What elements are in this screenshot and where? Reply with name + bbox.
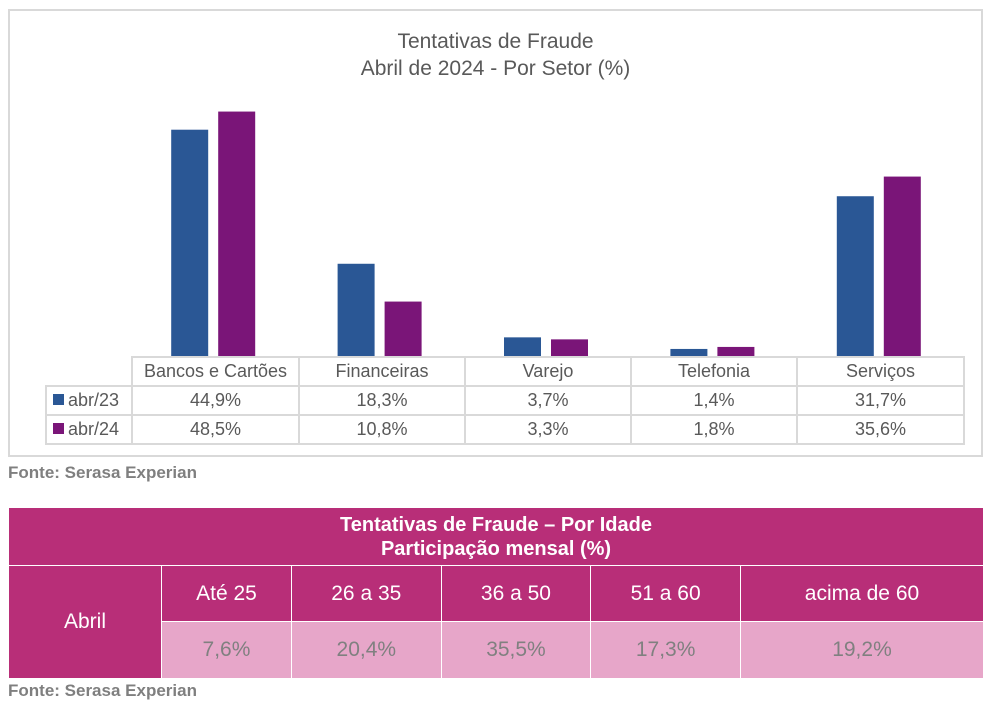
category-label: Bancos e Cartões — [131, 356, 300, 387]
category-label: Telefonia — [630, 356, 798, 387]
data-table-header-row: Bancos e Cartões Financeiras Varejo Tele… — [46, 356, 965, 387]
age-table: Tentativas de Fraude – Por Idade Partici… — [8, 507, 985, 679]
age-table-value-row: 7,6% 20,4% 35,5% 17,3% 19,2% — [9, 621, 985, 679]
bar-abr23-4 — [836, 196, 874, 356]
age-header: 36 a 50 — [440, 565, 592, 622]
legend-swatch-abr23 — [53, 393, 64, 405]
bar-abr23-0 — [171, 129, 209, 356]
bar-abr23-3 — [670, 348, 708, 356]
data-label: 44,9% — [131, 385, 300, 416]
age-header: acima de 60 — [739, 565, 985, 622]
data-table-row-abr23: abr/23 44,9% 18,3% 3,7% 1,4% 31,7% — [45, 385, 965, 416]
age-value: 7,6% — [161, 621, 292, 679]
age-header: 51 a 60 — [590, 565, 741, 622]
bar-abr24-1 — [384, 301, 422, 356]
bar-abr24-3 — [717, 346, 755, 356]
legend-label: abr/24 — [68, 419, 120, 439]
bar-chart-plot — [171, 111, 921, 356]
data-label: 1,8% — [630, 414, 798, 445]
data-table-corner — [46, 357, 132, 386]
bar-abr24-0 — [218, 111, 256, 356]
age-table-title: Tentativas de Fraude – Por Idade Partici… — [8, 507, 984, 566]
age-table-header-row: Abril Até 25 26 a 35 36 a 50 51 a 60 aci… — [8, 565, 985, 679]
chart-frame — [8, 9, 983, 457]
data-label: 31,7% — [796, 385, 965, 416]
age-source-note: Fonte: Serasa Experian — [8, 681, 197, 700]
bar-abr23-1 — [337, 263, 375, 356]
legend-label: abr/23 — [68, 390, 120, 410]
chart-title-line2: Abril de 2024 - Por Setor (%) — [360, 57, 631, 80]
category-label: Serviços — [796, 356, 965, 387]
chart-data-table: Bancos e Cartões Financeiras Varejo Tele… — [45, 356, 965, 445]
age-header: 26 a 35 — [290, 565, 442, 622]
data-label: 18,3% — [298, 385, 466, 416]
data-label: 10,8% — [298, 414, 466, 445]
age-value: 17,3% — [590, 621, 741, 679]
chart-title-line1: Tentativas de Fraude — [397, 30, 594, 53]
data-label: 48,5% — [131, 414, 300, 445]
age-value: 20,4% — [290, 621, 442, 679]
data-label: 1,4% — [630, 385, 798, 416]
bar-abr23-2 — [504, 337, 541, 356]
chart-title: Tentativas de Fraude Abril de 2024 - Por… — [8, 28, 983, 82]
legend-swatch-abr24 — [53, 422, 64, 434]
data-label: 3,3% — [464, 414, 632, 445]
data-table-row-abr24: abr/24 48,5% 10,8% 3,3% 1,8% 35,6% — [45, 414, 965, 445]
bar-abr24-2 — [551, 339, 588, 356]
age-row-label: Abril — [8, 565, 162, 679]
category-label: Varejo — [464, 356, 632, 387]
data-label: 3,7% — [464, 385, 632, 416]
age-table-title-row: Tentativas de Fraude – Por Idade Partici… — [8, 507, 984, 566]
age-table-title-line2: Participação mensal (%) — [380, 537, 612, 560]
age-header: Até 25 — [161, 565, 292, 622]
legend-entry-abr24: abr/24 — [45, 414, 133, 445]
data-label: 35,6% — [796, 414, 965, 445]
age-table-title-line1: Tentativas de Fraude – Por Idade — [340, 513, 652, 536]
age-value: 19,2% — [739, 621, 985, 679]
category-label: Financeiras — [298, 356, 466, 387]
chart-source-note: Fonte: Serasa Experian — [8, 463, 197, 482]
legend-entry-abr23: abr/23 — [45, 385, 133, 416]
bar-abr24-4 — [883, 176, 921, 356]
age-value: 35,5% — [440, 621, 592, 679]
